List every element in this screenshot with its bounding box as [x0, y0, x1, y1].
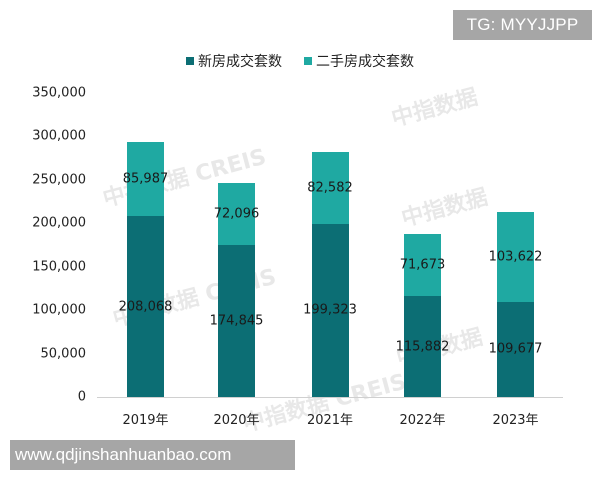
bar-segment-second-hand	[218, 182, 255, 246]
x-axis-tick-label: 2023年	[492, 413, 539, 428]
bar-segment-second-hand	[311, 152, 349, 224]
y-axis-tick-label: 100,000	[32, 302, 86, 318]
data-label: 71,673	[399, 257, 446, 273]
y-axis-tick-label: 350,000	[32, 85, 86, 101]
data-label: 115,882	[395, 339, 450, 355]
bar-segment-new-homes	[311, 223, 349, 397]
data-label: 208,068	[118, 299, 173, 315]
y-axis-tick-label: 200,000	[32, 215, 86, 231]
y-axis-tick-label: 0	[77, 389, 86, 405]
x-axis-tick-label: 2019年	[122, 413, 169, 428]
watermark-text: 中指数据	[388, 84, 481, 132]
data-label: 199,323	[303, 302, 357, 318]
legend-label-new-homes: 新房成交套数	[198, 54, 282, 70]
data-label: 85,987	[122, 171, 169, 187]
legend-swatch-second-hand	[304, 57, 312, 65]
legend-label-second-hand: 二手房成交套数	[316, 54, 414, 70]
x-axis-tick-label: 2022年	[399, 413, 446, 428]
y-axis-tick-label: 150,000	[32, 259, 86, 275]
data-label: 103,622	[488, 249, 543, 265]
chart-legend: 新房成交套数 二手房成交套数	[186, 52, 436, 70]
legend-item-new-homes: 新房成交套数	[186, 51, 282, 71]
data-label: 109,677	[488, 341, 543, 357]
legend-item-second-hand: 二手房成交套数	[304, 51, 414, 71]
data-label: 82,582	[307, 180, 353, 196]
y-axis-tick-label: 250,000	[32, 172, 86, 188]
tg-watermark-label: TG: MYYJJPP	[453, 10, 592, 40]
bar-segment-new-homes	[218, 245, 255, 397]
x-axis-tick-label: 2021年	[306, 413, 354, 428]
bar-segment-second-hand	[127, 141, 164, 217]
y-axis-tick-label: 300,000	[32, 128, 86, 144]
x-axis-tick-label: 2020年	[213, 413, 260, 428]
x-axis-line	[97, 397, 563, 398]
legend-swatch-new-homes	[186, 57, 194, 65]
url-watermark-label: www.qdjinshanhuanbao.com	[10, 440, 295, 470]
y-axis-tick-label: 50,000	[40, 346, 87, 362]
bar-segment-new-homes	[127, 216, 164, 397]
bar-segment-new-homes	[497, 301, 534, 397]
bar-segment-second-hand	[404, 234, 441, 297]
data-label: 72,096	[213, 206, 260, 222]
bar-segment-second-hand	[497, 211, 534, 302]
data-label: 174,845	[209, 313, 264, 329]
bar-segment-new-homes	[404, 296, 441, 397]
watermark-text: 中指数据	[398, 184, 491, 232]
